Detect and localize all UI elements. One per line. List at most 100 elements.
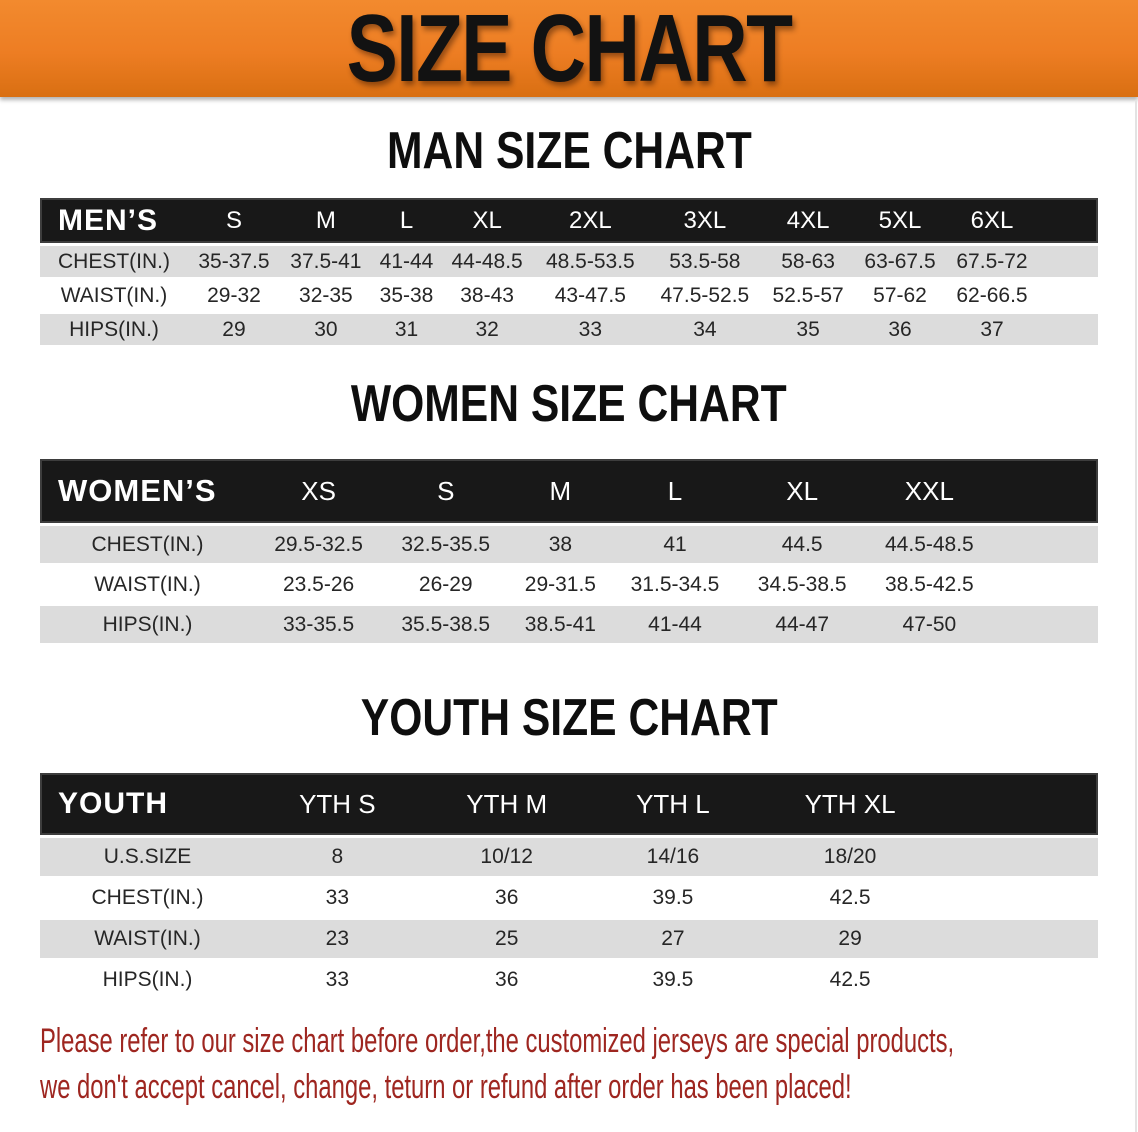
measurement-cell: 67.5-72 [956, 249, 1028, 273]
row-label: HIPS(IN.) [102, 968, 193, 991]
size-column-header: 3XL [647, 198, 763, 243]
measurement-cell: 33 [325, 968, 350, 991]
row-spacer-cell [1038, 246, 1098, 277]
banner: SIZE CHART [0, 0, 1138, 97]
measurement-cell: 38.5-42.5 [885, 572, 974, 596]
measurement-row: HIPS(IN.) 29 30 31 32 33 34 35 36 37 [40, 314, 1098, 345]
row-spacer-cell [1038, 280, 1098, 311]
measurement-cell: 36 [495, 968, 519, 991]
measurement-cell: 44-47 [775, 612, 830, 636]
size-column-header: XL [738, 459, 866, 523]
measurement-cell: 47-50 [902, 612, 957, 636]
measurement-cell: 58-63 [781, 249, 835, 273]
disclaimer: Please refer to our size chart before or… [40, 1018, 1138, 1110]
section-heading: MAN SIZE CHART [386, 122, 752, 180]
row-label: WAIST(IN.) [60, 283, 168, 307]
size-chart-section: MAN SIZE CHART MEN’S S M L XL 2XL 3XL 4XL 5XL 6XL… [0, 125, 1138, 348]
measurement-cell: 32 [475, 317, 499, 341]
size-column-header: L [371, 198, 442, 243]
measurement-cell: 25 [495, 927, 519, 950]
row-spacer-cell [948, 920, 1098, 958]
measurement-cell: 29.5-32.5 [274, 532, 363, 556]
row-spacer-cell [993, 566, 1098, 603]
measurement-row: HIPS(IN.) 33 36 39.5 42.5 [40, 961, 1098, 999]
size-column-header: XXL [865, 459, 993, 523]
size-column-header: YTH S [255, 773, 420, 835]
measurement-cell: 41-44 [648, 612, 702, 636]
measurement-cell: 14/16 [646, 845, 700, 868]
size-table-header-row: WOMEN’S XS S M L XL XXL [40, 459, 1098, 523]
size-column-header: YTH M [419, 773, 594, 835]
measurement-row: CHEST(IN.) 35-37.5 37.5-41 41-44 44-48.5 48.5… [40, 246, 1098, 277]
header-spacer-cell [993, 459, 1098, 523]
row-spacer-cell [948, 838, 1098, 876]
measurement-cell: 48.5-53.5 [545, 249, 635, 273]
measurement-cell: 29-31.5 [524, 572, 596, 596]
size-column-header: YTH L [593, 773, 753, 835]
measurement-row: WAIST(IN.) 23.5-26 26-29 29-31.5 31.5-34.5 34… [40, 566, 1098, 603]
row-label: WAIST(IN.) [94, 927, 201, 950]
size-chart-sections: MAN SIZE CHART MEN’S S M L XL 2XL 3XL 4XL 5XL 6XL… [0, 125, 1138, 1002]
row-spacer-cell [948, 961, 1098, 999]
measurement-cell: 10/12 [480, 845, 533, 868]
measurement-cell: 44.5-48.5 [885, 532, 974, 556]
disclaimer-line-1: Please refer to our size chart before or… [40, 1022, 955, 1060]
measurement-cell: 62-66.5 [956, 283, 1028, 307]
measurement-cell: 33-35.5 [282, 612, 355, 636]
row-spacer-cell [993, 526, 1098, 563]
size-column-header: 2XL [533, 198, 648, 243]
disclaimer-line-2: we don't accept cancel, change, teturn o… [40, 1068, 852, 1106]
measurement-cell: 38.5-41 [524, 612, 596, 636]
measurement-cell: 37 [980, 317, 1004, 341]
measurement-cell: 36 [495, 886, 519, 909]
size-table: MEN’S S M L XL 2XL 3XL 4XL 5XL 6XL CHEST(IN.) 35-3… [40, 195, 1098, 348]
row-label: CHEST(IN.) [58, 249, 170, 273]
size-column-header: 6XL [945, 198, 1038, 243]
measurement-cell: 26-29 [418, 572, 473, 596]
measurement-cell: 57-62 [873, 283, 927, 307]
measurement-cell: 29-32 [207, 283, 261, 307]
measurement-row: WAIST(IN.) 23 25 27 29 [40, 920, 1098, 958]
size-column-header: 4XL [762, 198, 855, 243]
measurement-cell: 41 [663, 532, 687, 556]
measurement-cell: 43-47.5 [554, 283, 626, 307]
size-chart-section: WOMEN SIZE CHART WOMEN’S XS S M L XL XXL CHEST… [0, 378, 1138, 646]
measurement-row: WAIST(IN.) 29-32 32-35 35-38 38-43 43-47.5 47.… [40, 280, 1098, 311]
measurement-cell: 35 [796, 317, 820, 341]
measurement-cell: 36 [888, 317, 912, 341]
size-table-header-row: YOUTH YTH S YTH M YTH L YTH XL [40, 773, 1098, 835]
measurement-cell: 27 [661, 927, 685, 950]
measurement-cell: 18/20 [823, 845, 877, 868]
row-label: HIPS(IN.) [69, 317, 159, 341]
measurement-cell: 37.5-41 [290, 249, 362, 273]
table-corner-label: YOUTH [40, 773, 255, 835]
measurement-cell: 39.5 [652, 886, 694, 909]
size-table: WOMEN’S XS S M L XL XXL CHEST(IN.) 29.5-32.5 32.… [40, 456, 1098, 646]
row-label: U.S.SIZE [103, 845, 192, 868]
section-heading: WOMEN SIZE CHART [351, 375, 787, 433]
measurement-cell: 30 [314, 317, 338, 341]
measurement-cell: 44.5 [781, 532, 823, 556]
measurement-cell: 38 [548, 532, 573, 556]
measurement-row: CHEST(IN.) 33 36 39.5 42.5 [40, 879, 1098, 917]
size-column-header: L [611, 459, 739, 523]
size-table: YOUTH YTH S YTH M YTH L YTH XL U.S.SIZE 8 10/1… [40, 770, 1098, 1002]
measurement-cell: 42.5 [829, 886, 871, 909]
size-column-header: S [188, 198, 280, 243]
measurement-cell: 47.5-52.5 [660, 283, 750, 307]
measurement-cell: 63-67.5 [864, 249, 936, 273]
measurement-cell: 35-37.5 [198, 249, 270, 273]
measurement-row: HIPS(IN.) 33-35.5 35.5-38.5 38.5-41 41-44 44-… [40, 606, 1098, 643]
measurement-cell: 29 [222, 317, 246, 341]
measurement-cell: 53.5-58 [669, 249, 741, 273]
size-column-header: YTH XL [752, 773, 948, 835]
measurement-cell: 35.5-38.5 [401, 612, 491, 636]
page-title: SIZE CHART [346, 0, 793, 102]
measurement-cell: 34.5-38.5 [757, 572, 847, 596]
row-spacer-cell [1038, 314, 1098, 345]
measurement-row: U.S.SIZE 8 10/12 14/16 18/20 [40, 838, 1098, 876]
table-corner-label: MEN’S [40, 198, 188, 243]
measurement-cell: 41-44 [379, 249, 434, 273]
size-column-header: XS [255, 459, 383, 523]
measurement-cell: 32-35 [299, 283, 353, 307]
